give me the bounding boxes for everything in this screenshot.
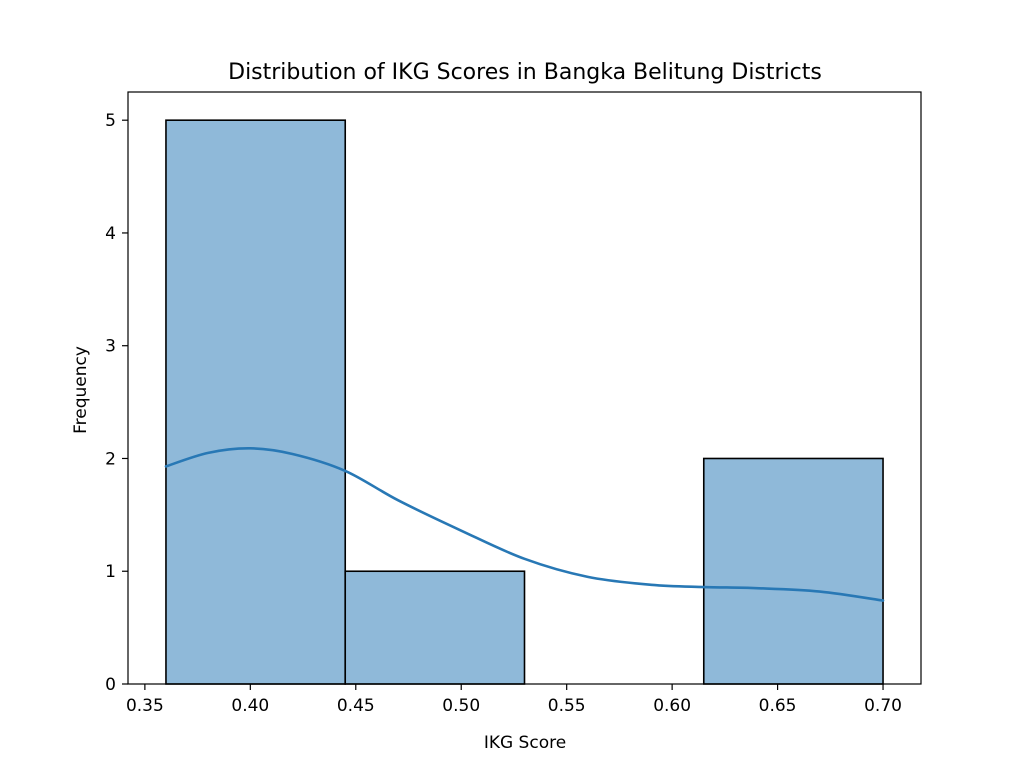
x-tick-label: 0.55 — [548, 696, 586, 716]
histogram-bar-3 — [702, 457, 884, 685]
y-tick-label: 3 — [105, 337, 116, 357]
x-tick-label: 0.45 — [337, 696, 375, 716]
y-tick-label: 4 — [105, 224, 116, 244]
y-tick-label: 5 — [105, 111, 116, 131]
kde-curve — [164, 447, 885, 602]
x-tick-label: 0.40 — [231, 696, 269, 716]
x-tick-label: 0.50 — [442, 696, 480, 716]
chart-title: Distribution of IKG Scores in Bangka Bel… — [228, 60, 822, 85]
y-axis-ticks: 0 1 2 3 4 5 — [105, 111, 128, 695]
y-tick-label: 1 — [105, 562, 116, 582]
x-axis-ticks: 0.35 0.40 0.45 0.50 0.55 0.60 0.65 0.70 — [126, 684, 902, 716]
x-axis-label: IKG Score — [484, 733, 566, 753]
x-tick-label: 0.35 — [126, 696, 164, 716]
y-axis-label: Frequency — [71, 346, 91, 434]
x-tick-label: 0.65 — [759, 696, 797, 716]
y-tick-label: 2 — [105, 449, 116, 469]
histogram-bar-0 — [165, 119, 347, 685]
plot-frame — [127, 91, 922, 685]
y-tick-label: 0 — [105, 675, 116, 695]
bars-layer — [165, 119, 884, 685]
x-tick-label: 0.60 — [653, 696, 691, 716]
histogram-bar-1 — [344, 570, 526, 685]
x-tick-label: 0.70 — [864, 696, 902, 716]
kde-layer — [164, 447, 885, 602]
